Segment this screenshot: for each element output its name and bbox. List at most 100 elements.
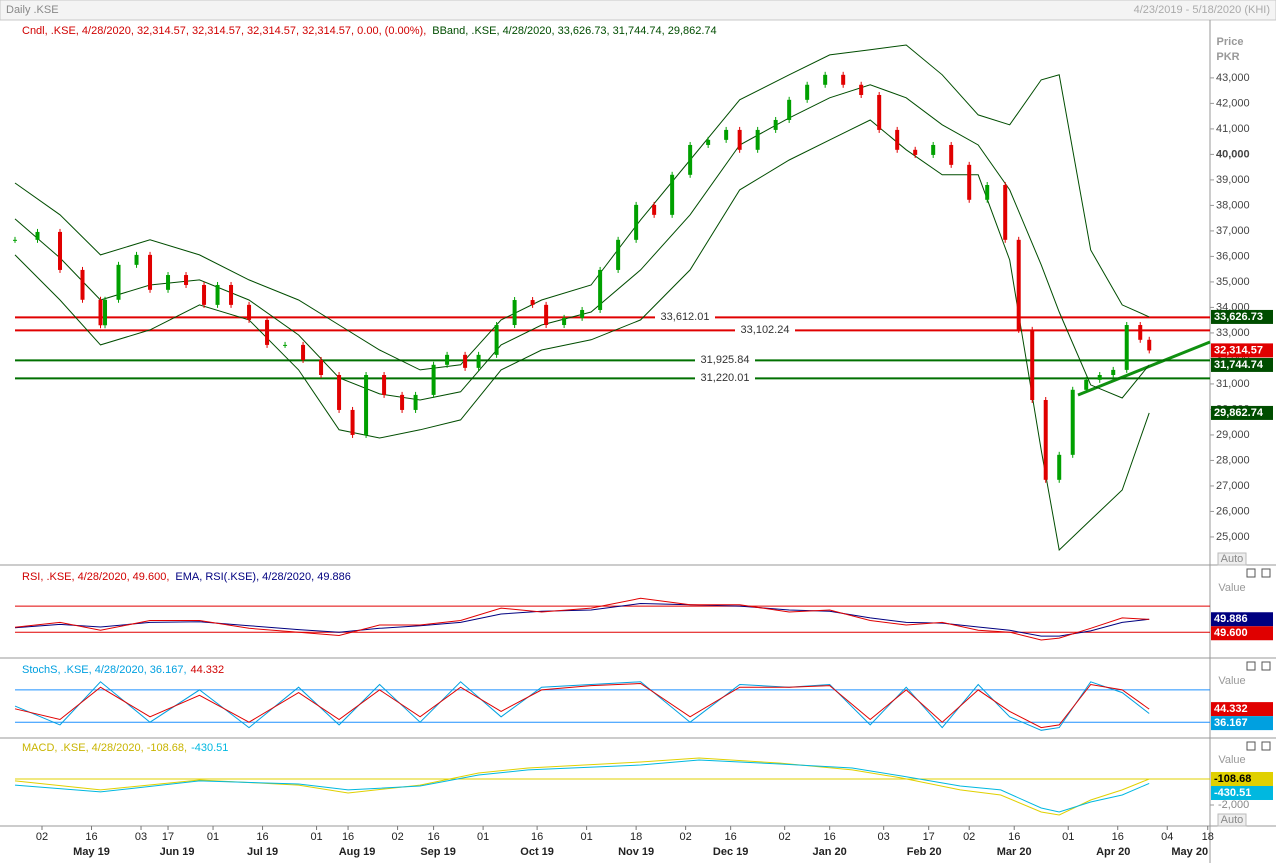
legend-bband: BBand, .KSE, 4/28/2020, 33,626.73, 31,74… <box>432 25 716 37</box>
y-tick-label: 39,000 <box>1216 174 1250 186</box>
level-label: 33,102.24 <box>741 324 790 336</box>
candle-body <box>494 325 499 355</box>
panel-button[interactable] <box>1246 741 1256 751</box>
candle-body <box>580 309 585 318</box>
candle-body <box>1057 454 1062 480</box>
y-tick-label: 35,000 <box>1216 276 1250 288</box>
month-label: May 20 <box>1171 846 1208 858</box>
y-tick-label: 41,000 <box>1216 123 1250 135</box>
x-tick-label: 03 <box>135 831 147 843</box>
candle-body <box>877 94 882 130</box>
candle-body <box>476 354 481 368</box>
x-tick-label: 02 <box>680 831 692 843</box>
candle-body <box>1124 325 1129 370</box>
y-tick-label: 27,000 <box>1216 480 1250 492</box>
candle-body <box>247 304 252 320</box>
x-tick-label: 16 <box>725 831 737 843</box>
candle-body <box>103 299 108 326</box>
candle-body <box>1016 239 1021 330</box>
candle-body <box>562 317 567 326</box>
level-label-bg <box>695 372 755 385</box>
y-tick-label: 42,000 <box>1216 97 1250 109</box>
month-label: Dec 19 <box>713 846 748 858</box>
x-tick-label: 16 <box>427 831 439 843</box>
candle-body <box>35 231 40 240</box>
auto-button[interactable] <box>1217 813 1247 827</box>
date-range: 4/23/2019 - 5/18/2020 (KHI) <box>1134 4 1270 16</box>
candle-body <box>202 284 207 305</box>
candle-body <box>350 409 355 435</box>
candle-body <box>301 344 306 360</box>
candle-body <box>1111 369 1116 376</box>
x-tick-label: 16 <box>531 831 543 843</box>
indicator-line <box>14 682 1150 729</box>
panel-button[interactable] <box>1246 568 1256 578</box>
value-label: 31,744.74 <box>1214 359 1264 371</box>
panel-button[interactable] <box>1246 661 1256 671</box>
value-label: -430.51 <box>1214 787 1251 799</box>
x-tick-label: 16 <box>342 831 354 843</box>
candle-body <box>184 275 189 285</box>
candle-body <box>134 254 139 265</box>
panel-button[interactable] <box>1261 568 1271 578</box>
y-tick-label: 29,000 <box>1216 429 1250 441</box>
x-tick-label: 02 <box>963 831 975 843</box>
x-tick-label: 03 <box>878 831 890 843</box>
value-label: 49.600 <box>1214 627 1248 639</box>
indicator-line <box>14 757 1150 816</box>
legend-stoch-d: 44.332 <box>191 664 225 676</box>
value-label: 36.167 <box>1214 717 1248 729</box>
candle-body <box>985 185 990 200</box>
x-tick-label: 17 <box>162 831 174 843</box>
x-tick-label: 01 <box>580 831 592 843</box>
y-tick-label: -2,000 <box>1218 799 1249 811</box>
candle-body <box>283 344 288 346</box>
x-tick-label: 16 <box>85 831 97 843</box>
candle-body <box>1097 375 1102 380</box>
panel-button[interactable] <box>1261 661 1271 671</box>
x-tick-label: 02 <box>779 831 791 843</box>
y-tick-label: 36,000 <box>1216 250 1250 262</box>
month-label: Feb 20 <box>907 846 942 858</box>
candle-body <box>463 354 468 368</box>
candle-body <box>1147 339 1152 351</box>
axis-title: Price <box>1217 36 1244 48</box>
candle-body <box>616 239 621 270</box>
auto-button[interactable] <box>1217 552 1247 566</box>
macd-legend: MACD, .KSE, 4/28/2020, -108.68, -430.51 <box>22 742 228 754</box>
candle-body <box>841 74 846 85</box>
value-box <box>1211 612 1273 627</box>
value-box <box>1211 785 1273 800</box>
bollinger-band <box>14 44 1150 371</box>
value-title: Value <box>1218 754 1245 766</box>
candle-body <box>530 300 535 305</box>
panel-button[interactable] <box>1261 741 1271 751</box>
candle-body <box>1030 329 1035 400</box>
x-tick-label: 01 <box>1062 831 1074 843</box>
candle-body <box>413 394 418 410</box>
y-tick-label: 26,000 <box>1216 505 1250 517</box>
value-label: 44.332 <box>1214 703 1248 715</box>
candle-body <box>1070 389 1075 455</box>
candle-body <box>80 269 85 300</box>
indicator-line <box>14 597 1150 641</box>
candle-body <box>931 144 936 155</box>
candle-body <box>382 375 387 395</box>
candle-body <box>706 139 711 145</box>
value-label: 32,314.57 <box>1214 344 1263 356</box>
value-label: 49.886 <box>1214 613 1248 625</box>
y-tick-label: 38,000 <box>1216 199 1250 211</box>
x-tick-label: 02 <box>391 831 403 843</box>
level-label: 31,220.01 <box>701 372 750 384</box>
month-label: Jan 20 <box>813 846 847 858</box>
candle-body <box>949 144 954 165</box>
candle-body <box>445 354 450 365</box>
value-box <box>1211 357 1273 372</box>
candle-body <box>364 375 369 435</box>
y-tick-label: 33,000 <box>1216 327 1250 339</box>
candle-body <box>913 149 918 155</box>
candle-body <box>58 231 63 270</box>
month-label: Sep 19 <box>420 846 455 858</box>
x-tick-label: 18 <box>630 831 642 843</box>
candle-body <box>98 299 103 326</box>
